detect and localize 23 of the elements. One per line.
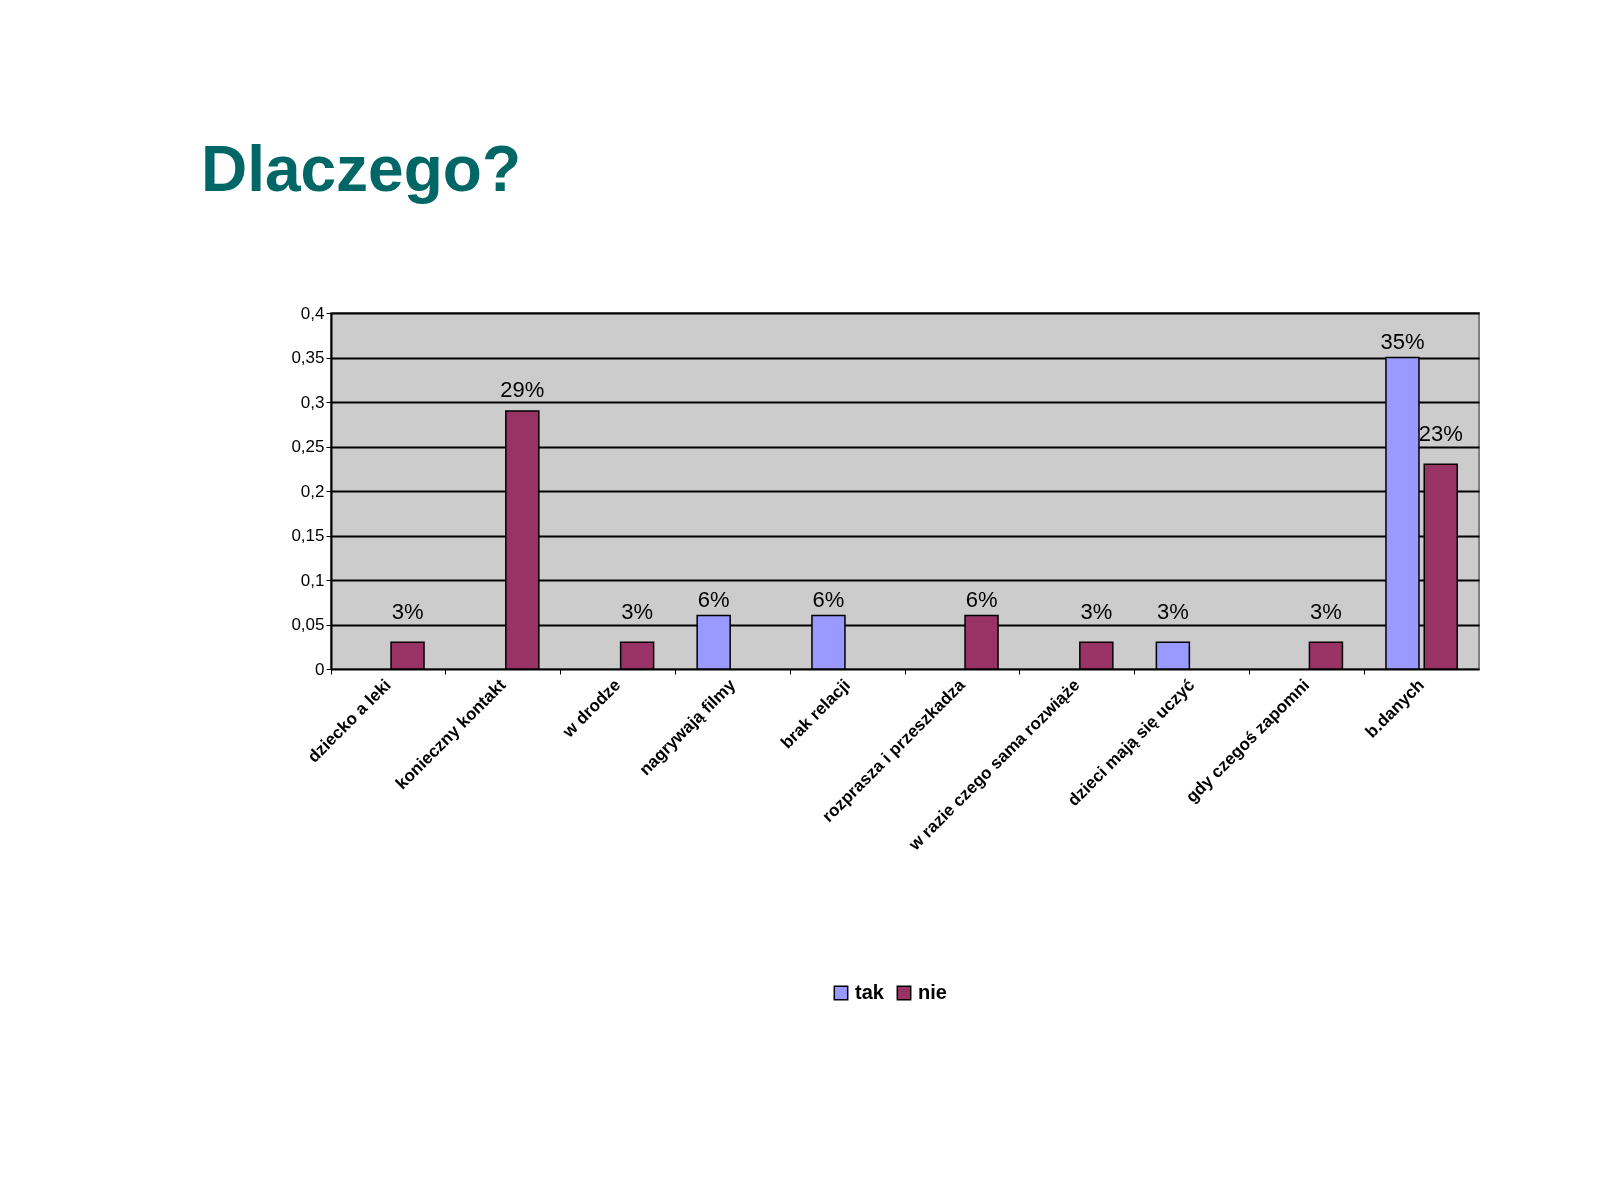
data-label: 23%	[1418, 421, 1463, 447]
y-tick-label: 0,35	[291, 348, 325, 367]
y-tick-label: 0,3	[300, 392, 325, 412]
data-label: 29%	[500, 376, 545, 402]
data-label: 3%	[1156, 599, 1189, 625]
data-label: 6%	[697, 586, 730, 612]
data-label: 6%	[812, 586, 845, 612]
data-label: 3%	[1310, 599, 1342, 625]
data-label: 35%	[1380, 328, 1425, 354]
y-tick-label: 0,2	[300, 481, 325, 501]
data-label: 3%	[1080, 599, 1113, 625]
y-tick-label: 0,4	[300, 303, 325, 323]
y-tick-label: 0	[315, 659, 325, 679]
data-label: 6%	[965, 586, 998, 612]
legend-label: tak	[855, 981, 885, 1003]
chart-title: Dlaczego?	[200, 133, 521, 205]
y-tick-label: 0,05	[291, 615, 325, 634]
data-label: 3%	[391, 599, 424, 625]
y-tick-label: 0,25	[291, 437, 325, 456]
data-label: 3%	[621, 599, 654, 625]
y-tick-label: 0,1	[300, 570, 325, 590]
legend-label: nie	[918, 981, 947, 1003]
y-tick-label: 0,15	[291, 526, 325, 545]
